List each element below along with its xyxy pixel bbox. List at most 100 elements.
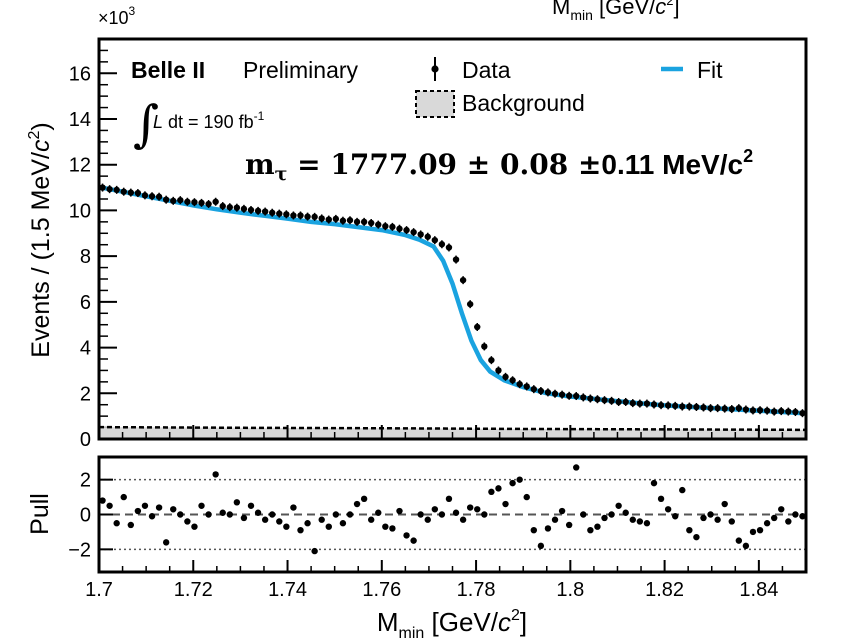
pull-point (339, 520, 347, 527)
legend-background-swatch (415, 90, 455, 118)
data-point (594, 396, 601, 403)
data-point (452, 256, 460, 263)
data-point (417, 231, 424, 238)
pull-point (523, 493, 530, 501)
legend-data-marker (431, 65, 439, 73)
pull-point (219, 509, 226, 516)
data-point (679, 403, 686, 410)
data-point (332, 215, 340, 223)
data-point (636, 400, 644, 407)
y-axis-title: Events / (1.5 MeV/c2) (26, 122, 55, 357)
pull-point (318, 516, 325, 523)
y-tick-label: 14 (69, 109, 91, 131)
data-point (431, 236, 439, 244)
pull-point (346, 511, 354, 518)
data-point (162, 196, 170, 203)
pull-point (212, 471, 219, 478)
data-point (502, 373, 509, 381)
data-point (311, 213, 318, 221)
x-axis-ticks: 1.7 1.72 1.74 1.76 1.78 1.8 1.82 1.84 (85, 425, 807, 601)
data-point (445, 244, 453, 251)
data-point (219, 202, 226, 210)
pull-point (488, 488, 495, 496)
pull-point (516, 476, 523, 483)
pull-point (799, 513, 806, 520)
x-tick-label: 1.78 (457, 579, 496, 601)
pull-point (304, 520, 311, 527)
legend-background-label: Background (462, 90, 585, 116)
data-point (643, 400, 651, 407)
x-tick-label: 1.82 (645, 579, 684, 601)
data-point (551, 390, 559, 397)
pull-point (495, 485, 502, 492)
integral-sign: ∫ (133, 95, 159, 153)
mass-result: mτ = 1777.09 ± 0.08 ±0.11 MeV/c2 (245, 146, 753, 185)
pull-point (481, 511, 488, 518)
pull-point (601, 514, 608, 522)
pull-point (792, 511, 799, 518)
legend-data-label: Data (462, 57, 511, 83)
pull-point (162, 539, 170, 546)
pull-point (664, 506, 672, 513)
pull-point (785, 518, 792, 525)
pull-point (474, 506, 481, 513)
data-point (749, 407, 757, 414)
pull-point (452, 509, 460, 516)
data-point (120, 188, 127, 195)
pull-point (184, 518, 191, 525)
data-point (353, 218, 361, 226)
pull-point (643, 520, 651, 527)
top-y-ticks: 0 2 4 6 8 10 12 14 16 (69, 49, 117, 451)
data-point (523, 383, 530, 390)
data-point (233, 204, 241, 211)
data-point (375, 221, 382, 228)
data-point (735, 404, 743, 412)
data-point (184, 198, 191, 205)
pull-point (551, 516, 559, 523)
pull-point (693, 533, 700, 541)
pull-point (537, 542, 545, 550)
pull-point (594, 523, 601, 530)
data-point (721, 405, 728, 412)
data-point (466, 300, 474, 308)
data-point (261, 208, 269, 215)
data-point (134, 189, 142, 197)
pull-point (735, 537, 743, 544)
legend-fit-label: Fit (697, 57, 723, 83)
pull-y-tick-label: 0 (80, 505, 91, 527)
y-tick-label: 10 (69, 200, 91, 222)
pull-reference-lines (99, 478, 806, 551)
data-point (177, 196, 184, 204)
data-point (756, 407, 764, 414)
pull-point (580, 511, 587, 518)
pull-point (756, 526, 764, 534)
pull-point (608, 511, 615, 518)
pull-point (679, 486, 686, 494)
y-tick-label: 8 (80, 246, 91, 268)
pull-point (770, 514, 778, 522)
data-point (269, 209, 276, 216)
data-point (629, 399, 636, 407)
data-point (792, 408, 799, 416)
data-point (198, 199, 205, 207)
data-point (516, 380, 523, 388)
data-point (318, 215, 325, 222)
data-point (686, 403, 693, 410)
pull-point (382, 523, 389, 530)
data-point (438, 241, 446, 248)
pull-point (778, 506, 785, 513)
data-point (474, 323, 481, 331)
pull-point (672, 513, 679, 520)
pull-point (629, 516, 636, 523)
pull-y-tick-label: −2 (68, 539, 91, 561)
pull-point (311, 547, 318, 555)
pull-axis-title: Pull (26, 493, 54, 535)
pull-point (763, 520, 771, 527)
pull-point (459, 516, 467, 523)
x-tick-label: 1.84 (739, 579, 778, 601)
y-exponent: ×103 (98, 4, 136, 28)
pull-point (360, 495, 368, 503)
x-tick-label: 1.76 (362, 579, 401, 601)
pull-point (276, 518, 283, 525)
pull-point (205, 511, 212, 518)
